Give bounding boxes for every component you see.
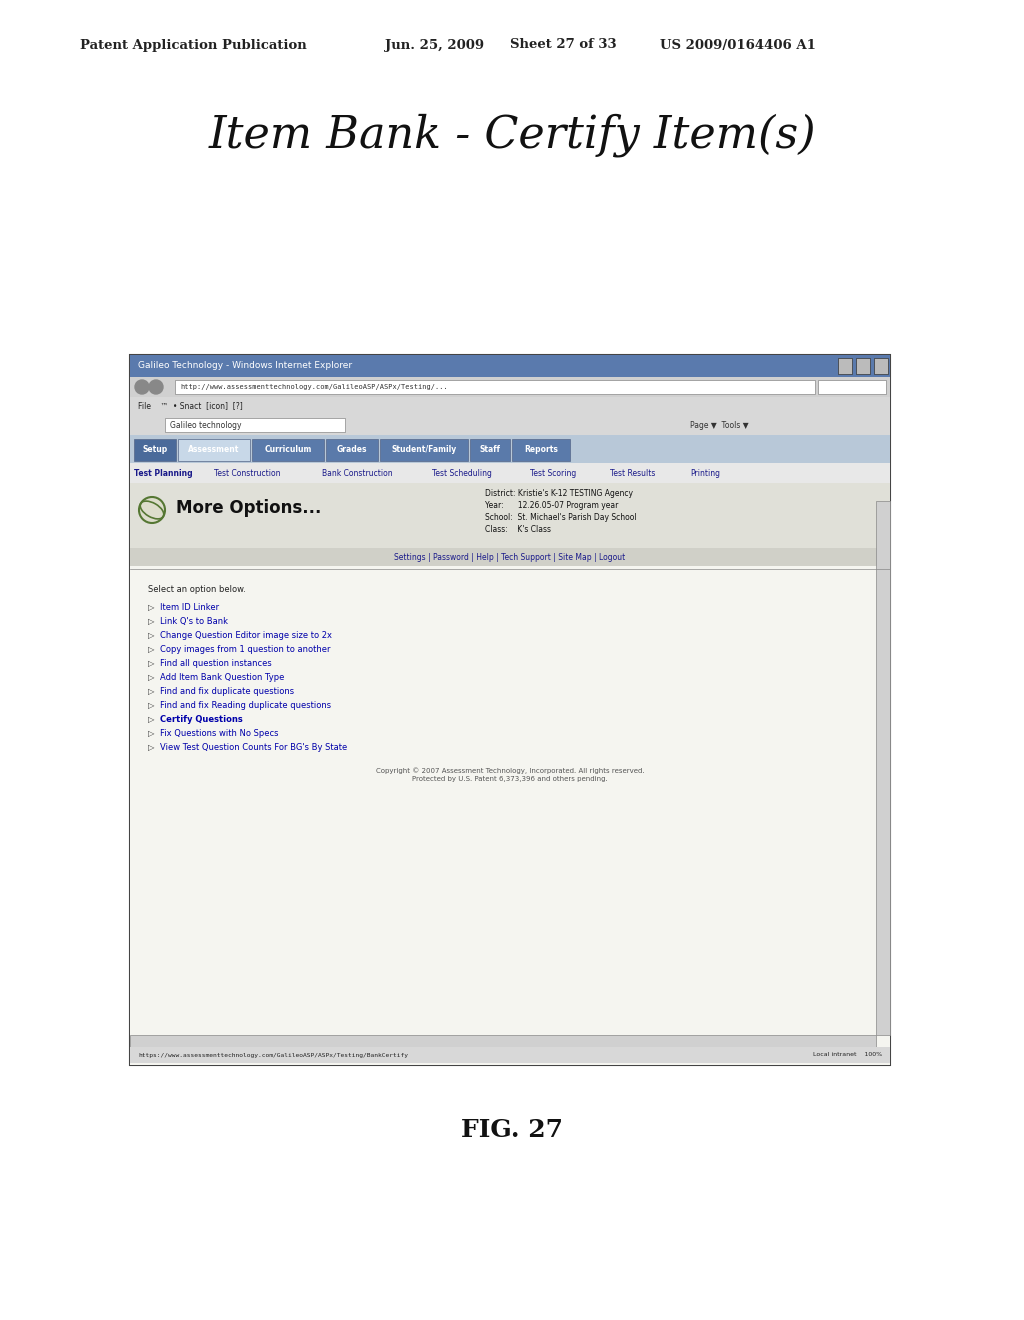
Circle shape <box>139 498 165 523</box>
Text: Find and fix Reading duplicate questions: Find and fix Reading duplicate questions <box>160 701 331 710</box>
Text: School:  St. Michael's Parish Day School: School: St. Michael's Parish Day School <box>485 512 637 521</box>
Bar <box>130 436 890 463</box>
Text: Item Bank - Certify Item(s): Item Bank - Certify Item(s) <box>208 114 816 157</box>
Bar <box>856 358 870 374</box>
Bar <box>130 1047 890 1063</box>
Bar <box>512 440 570 461</box>
Text: Local intranet    100%: Local intranet 100% <box>813 1052 882 1057</box>
Bar <box>178 440 250 461</box>
Bar <box>818 380 886 393</box>
Text: Curriculum: Curriculum <box>264 446 311 454</box>
Text: ▷: ▷ <box>148 645 155 653</box>
Bar <box>130 463 890 483</box>
Circle shape <box>150 380 163 393</box>
Text: Grades: Grades <box>337 446 368 454</box>
Bar <box>130 483 890 548</box>
Text: Staff: Staff <box>479 446 501 454</box>
Bar <box>130 355 890 1065</box>
Bar <box>175 380 815 393</box>
Bar <box>130 548 890 566</box>
Text: Printing: Printing <box>690 469 720 478</box>
Bar <box>874 358 888 374</box>
Text: Copy images from 1 question to another: Copy images from 1 question to another <box>160 645 331 653</box>
Text: Galileo technology: Galileo technology <box>170 421 242 429</box>
Text: Test Planning: Test Planning <box>134 469 193 478</box>
Text: ▷: ▷ <box>148 631 155 640</box>
Text: Class:    K's Class: Class: K's Class <box>485 524 551 533</box>
Text: ▷: ▷ <box>148 673 155 682</box>
Text: Year:      12.26.05-07 Program year: Year: 12.26.05-07 Program year <box>485 500 618 510</box>
Bar <box>470 440 510 461</box>
Text: Bank Construction: Bank Construction <box>322 469 392 478</box>
Bar <box>130 414 890 436</box>
Text: Jun. 25, 2009: Jun. 25, 2009 <box>385 38 484 51</box>
Text: Page ▼  Tools ▼: Page ▼ Tools ▼ <box>690 421 749 429</box>
Bar <box>380 440 468 461</box>
Bar <box>130 378 890 397</box>
Text: Student/Family: Student/Family <box>391 446 457 454</box>
Text: ▷: ▷ <box>148 729 155 738</box>
Bar <box>130 355 890 378</box>
Text: Reports: Reports <box>524 446 558 454</box>
Text: Patent Application Publication: Patent Application Publication <box>80 38 307 51</box>
Text: Item ID Linker: Item ID Linker <box>160 603 219 612</box>
Circle shape <box>135 380 150 393</box>
Text: Find all question instances: Find all question instances <box>160 659 271 668</box>
Text: Sheet 27 of 33: Sheet 27 of 33 <box>510 38 616 51</box>
Text: Test Scoring: Test Scoring <box>530 469 577 478</box>
Text: Setup: Setup <box>142 446 168 454</box>
Text: Test Construction: Test Construction <box>214 469 281 478</box>
Text: ▷: ▷ <box>148 701 155 710</box>
Text: District: Kristie's K-12 TESTING Agency: District: Kristie's K-12 TESTING Agency <box>485 488 633 498</box>
Text: Copyright © 2007 Assessment Technology, Incorporated. All rights reserved.
Prote: Copyright © 2007 Assessment Technology, … <box>376 767 644 783</box>
Text: Change Question Editor image size to 2x: Change Question Editor image size to 2x <box>160 631 332 640</box>
Text: Fix Questions with No Specs: Fix Questions with No Specs <box>160 729 279 738</box>
Text: ▷: ▷ <box>148 616 155 626</box>
Text: Galileo Technology - Windows Internet Explorer: Galileo Technology - Windows Internet Ex… <box>138 362 352 371</box>
Text: View Test Question Counts For BG's By State: View Test Question Counts For BG's By St… <box>160 743 347 752</box>
Bar <box>130 1035 876 1047</box>
Bar <box>130 483 890 1065</box>
Text: Test Scheduling: Test Scheduling <box>432 469 492 478</box>
Text: Link Q's to Bank: Link Q's to Bank <box>160 616 228 626</box>
Bar <box>130 397 890 414</box>
Bar <box>838 358 852 374</box>
Text: US 2009/0164406 A1: US 2009/0164406 A1 <box>660 38 816 51</box>
Text: Settings | Password | Help | Tech Support | Site Map | Logout: Settings | Password | Help | Tech Suppor… <box>394 553 626 561</box>
Bar <box>134 440 176 461</box>
Text: ▷: ▷ <box>148 659 155 668</box>
Text: Test Results: Test Results <box>610 469 655 478</box>
Text: Assessment: Assessment <box>188 446 240 454</box>
Text: Add Item Bank Question Type: Add Item Bank Question Type <box>160 673 285 682</box>
Text: Select an option below.: Select an option below. <box>148 585 246 594</box>
Text: File    ™  • Snact  [icon]  [?]: File ™ • Snact [icon] [?] <box>138 401 243 411</box>
Text: https://www.assessmenttechnology.com/GalileoASP/ASPx/Testing/BankCertify: https://www.assessmenttechnology.com/Gal… <box>138 1052 408 1057</box>
Text: FIG. 27: FIG. 27 <box>461 1118 563 1142</box>
Text: ▷: ▷ <box>148 686 155 696</box>
Bar <box>165 418 345 432</box>
Text: ▷: ▷ <box>148 743 155 752</box>
Bar <box>876 502 890 1035</box>
Bar <box>326 440 378 461</box>
Text: Certify Questions: Certify Questions <box>160 715 243 723</box>
Text: http://www.assessmenttechnology.com/GalileoASP/ASPx/Testing/...: http://www.assessmenttechnology.com/Gali… <box>180 384 447 389</box>
Text: More Options...: More Options... <box>176 499 322 517</box>
Text: ▷: ▷ <box>148 715 155 723</box>
Text: Find and fix duplicate questions: Find and fix duplicate questions <box>160 686 294 696</box>
Bar <box>252 440 324 461</box>
Text: ▷: ▷ <box>148 603 155 612</box>
